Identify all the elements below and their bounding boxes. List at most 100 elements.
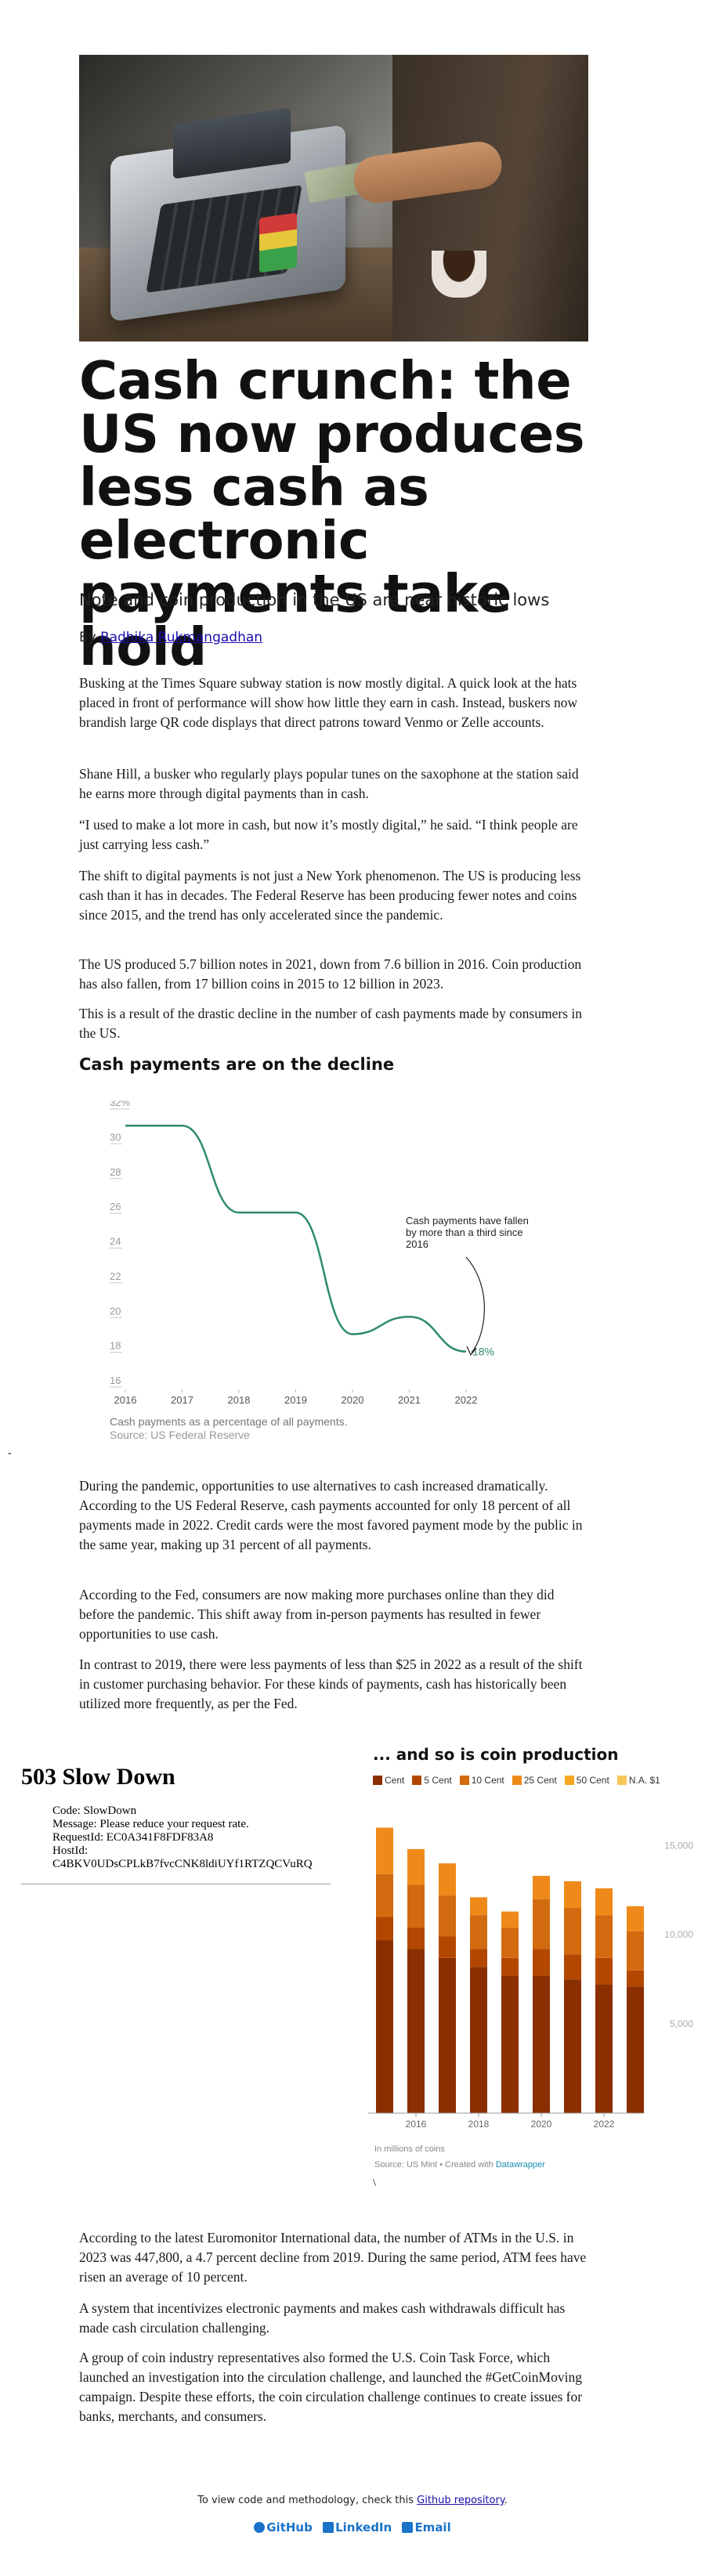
hero-apron [392,55,588,341]
series-line [125,1124,467,1353]
x-tick-label: 2016 [114,1394,137,1406]
paragraph: During the pandemic, opportunities to us… [79,1478,583,1552]
github-link[interactable]: GitHub [254,2520,313,2534]
bar-segment [407,1949,425,2113]
paragraph: The US produced 5.7 billion notes in 202… [79,956,582,992]
email-icon [402,2522,414,2533]
chart2-legend: Cent 5 Cent 10 Cent 25 Cent 50 Cent N.A. $1 [373,1775,660,1786]
paragraph: The shift to digital payments is not jus… [79,868,581,923]
bar-segment [407,1884,425,1928]
bar-segment [439,1957,456,2113]
legend-label: 5 Cent [424,1775,452,1786]
byline: By Radhika Rukmangadhan [79,630,262,645]
bar-segment [564,1954,581,1980]
legend-item: 50 Cent [564,1775,609,1786]
legend-item: Cent [373,1775,404,1786]
x-tick-label: 2017 [171,1394,193,1406]
y-tick-label: 24 [110,1236,121,1248]
paragraph: According to the Fed, consumers are now … [79,1587,555,1642]
bar-segment [470,1915,487,1949]
bar-segment [627,1931,644,1971]
article-title: Cash crunch: the US now produces less ca… [79,350,585,677]
bar-segment [376,1827,393,1874]
x-tick-label: 2020 [342,1394,364,1406]
paragraph: “I used to make a lot more in cash, but … [79,817,578,852]
x-tick-label: 2022 [594,2119,615,2130]
paragraph: Busking at the Times Square subway stati… [79,675,578,730]
bar-segment [407,1927,425,1949]
bar-segment [564,1881,581,1909]
annotation-text: 2016 [406,1238,428,1250]
legend-swatch [373,1776,382,1785]
y-tick-label: 10,000 [664,1929,693,1940]
bar-segment [533,1876,550,1899]
chart2-title: ... and so is coin production [373,1745,619,1764]
bar-segment [376,1917,393,1941]
footer-note-text: To view code and methodology, check this [197,2495,418,2506]
bar-segment [470,1949,487,1967]
bar-segment [627,1986,644,2113]
bar-segment [533,1975,550,2113]
hero-photo [79,55,588,341]
bar-segment [627,1970,644,1987]
github-repo-link[interactable]: Github repository [417,2495,504,2506]
stray-backslash: \ [373,2177,376,2189]
bar-segment [376,1940,393,2113]
bar-segment [439,1895,456,1937]
paragraph: According to the latest Euromonitor Inte… [79,2230,587,2285]
bar-segment [627,1906,644,1931]
x-tick-label: 2018 [468,2119,490,2130]
legend-swatch [564,1776,574,1785]
y-tick-label: 5,000 [670,2018,693,2029]
hero-coffee-cup [432,251,486,298]
annotation-text: Cash payments have fallen [406,1215,529,1227]
paragraph: This is a result of the drastic decline … [79,1006,582,1041]
x-tick-label: 2016 [406,2119,427,2130]
legend-item: 25 Cent [512,1775,557,1786]
bar-segment [376,1873,393,1917]
y-tick-label: 32% [110,1100,130,1108]
error-heading: 503 Slow Down [21,1764,175,1790]
bar-segment [501,1957,519,1976]
legend-label: 25 Cent [523,1775,557,1786]
error-detail: C4BKV0UDsCPLkB7fvcCNK8ldiUYf1RTZQCVuRQ [52,1858,313,1870]
linkedin-link[interactable]: LinkedIn [323,2520,392,2534]
legend-label: 50 Cent [576,1775,609,1786]
bar-segment [533,1899,550,1949]
coin-production-bars: 5,000 10,000 15,000 2016 2018 2020 2022 [368,1827,693,2130]
article-subtitle: Note and coin production in the US are n… [79,591,550,609]
chart2-source: Source: US Mint • Created with Datawrapp… [374,2160,545,2170]
bar-segment [595,1888,613,1916]
author-link[interactable]: Radhika Rukmangadhan [100,630,263,645]
bar-segment [470,1897,487,1916]
x-tick-label: 2019 [284,1394,307,1406]
error-detail: Message: Please reduce your request rate… [52,1818,334,1831]
email-label: Email [414,2520,451,2534]
github-icon [254,2522,266,2533]
bar-segment [533,1949,550,1976]
chart-note: Cash payments as a percentage of all pay… [110,1415,348,1428]
error-detail: Code: SlowDown [52,1805,334,1818]
legend-item: N.A. $1 [616,1775,660,1786]
paragraph: In contrast to 2019, there were less pay… [79,1657,583,1711]
stray-dash: - [8,1447,12,1459]
bar-segment [407,1848,425,1885]
x-tick-label: 2020 [531,2119,552,2130]
legend-label: Cent [385,1775,405,1786]
email-link[interactable]: Email [402,2520,451,2534]
legend-swatch [512,1776,522,1785]
y-tick-label: 26 [110,1201,121,1212]
datawrapper-link[interactable]: Datawrapper [495,2160,545,2170]
bar-segment [439,1863,456,1896]
footer-note-suffix: . [504,2495,508,2506]
chart2-source-text: Source: US Mint • Created with [374,2160,496,2170]
bar-segment [501,1927,519,1958]
bar-segment [595,1915,613,1958]
legend-swatch [616,1776,627,1785]
error-details-list: Code: SlowDown Message: Please reduce yo… [21,1805,334,1871]
chart2-units-note: In millions of coins [374,2144,445,2154]
x-tick-label: 2022 [455,1394,478,1406]
error-detail: RequestId: EC0A341F8FDF83A8 [52,1831,334,1844]
x-tick-label: 2021 [398,1394,421,1406]
